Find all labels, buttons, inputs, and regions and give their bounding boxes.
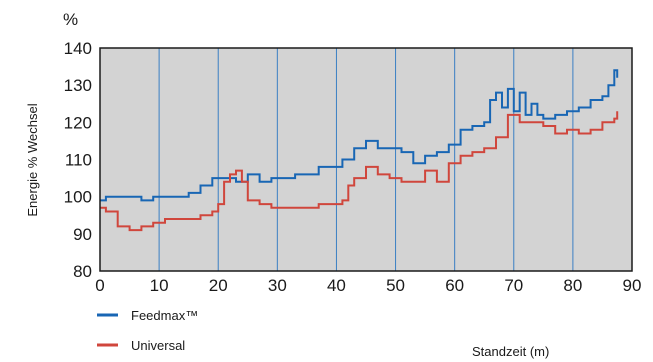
x-tick-label-90: 90 <box>623 276 642 295</box>
x-tick-label-20: 20 <box>209 276 228 295</box>
y-tick-labels: 80 90 100 110 120 130 140 <box>64 39 92 281</box>
x-tick-label-40: 40 <box>327 276 346 295</box>
x-axis-label: Standzeit (m) <box>472 344 549 359</box>
x-tick-label-10: 10 <box>150 276 169 295</box>
plot-frame <box>99 47 633 272</box>
x-tick-label-30: 30 <box>268 276 287 295</box>
x-tick-label-80: 80 <box>563 276 582 295</box>
y-unit-label: % <box>63 10 78 29</box>
legend-label-feedmax: Feedmax™ <box>131 308 198 323</box>
y-tick-label-120: 120 <box>64 113 92 132</box>
y-axis-label: Energie % Wechsel <box>25 103 40 216</box>
legend: Feedmax™ Universal <box>97 308 198 353</box>
x-tick-label-60: 60 <box>445 276 464 295</box>
y-tick-label-100: 100 <box>64 188 92 207</box>
series-lines <box>100 69 619 232</box>
y-tick-label-80: 80 <box>73 262 92 281</box>
x-tick-label-0: 0 <box>95 276 104 295</box>
y-tick-label-140: 140 <box>64 39 92 58</box>
vertical-gridlines <box>158 48 574 271</box>
series-line-feedmax <box>100 69 619 202</box>
legend-label-universal: Universal <box>131 338 185 353</box>
x-tick-label-50: 50 <box>386 276 405 295</box>
x-tick-labels: 0 10 20 30 40 50 60 70 80 90 <box>95 276 641 295</box>
y-tick-label-110: 110 <box>65 151 92 170</box>
y-tick-label-90: 90 <box>73 225 92 244</box>
plot-area <box>100 48 632 271</box>
x-tick-label-70: 70 <box>504 276 523 295</box>
series-line-universal <box>100 111 619 232</box>
y-tick-label-130: 130 <box>64 76 92 95</box>
